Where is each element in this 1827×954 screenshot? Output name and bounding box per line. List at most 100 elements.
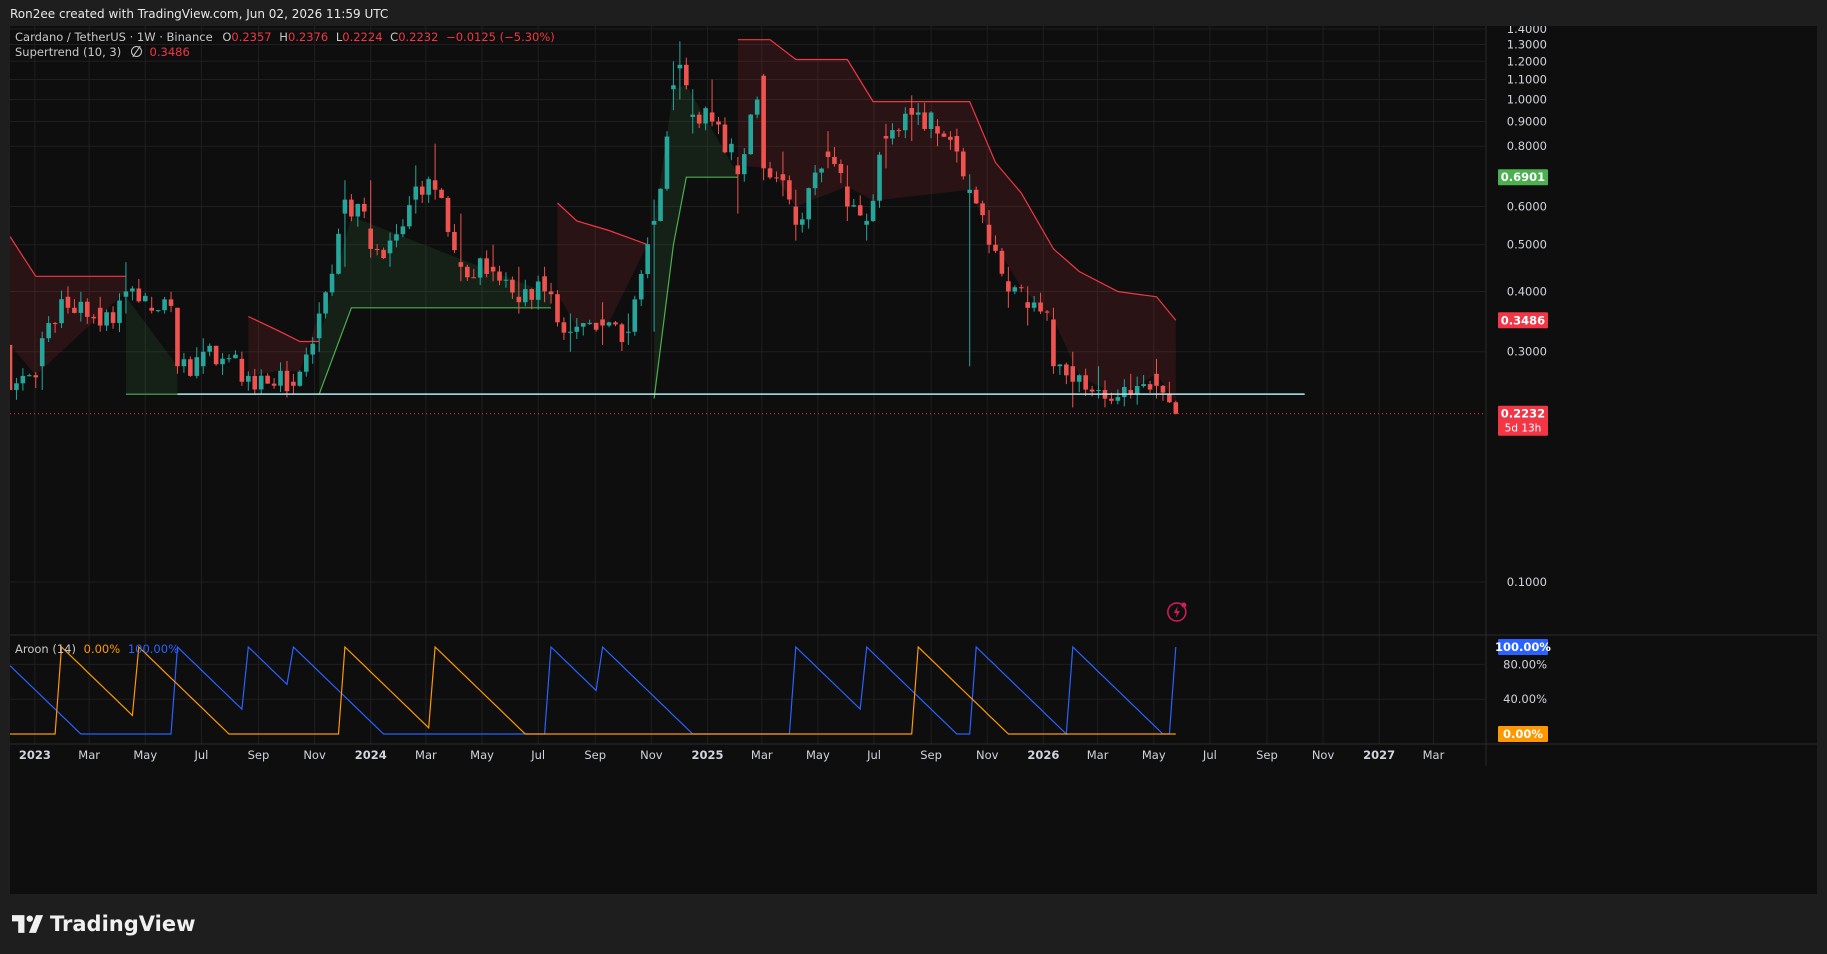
candle-up (1076, 375, 1082, 382)
aroon-up-line (10, 645, 1176, 735)
candle-up (632, 299, 638, 332)
candle-down (168, 299, 174, 306)
candle-up (303, 354, 309, 372)
candle-down (709, 112, 715, 122)
candle-up (207, 345, 212, 352)
time-axis: 2023 Mar May Jul Sep Nov 2024 Mar May Jul Sep Nov 20… (19, 748, 1445, 762)
candle-up (1122, 386, 1127, 398)
time-tick-label: Sep (920, 748, 942, 762)
candle-down (471, 277, 477, 279)
aroon-tick-label: 80.00% (1503, 657, 1547, 671)
supertrend-label[interactable]: Supertrend (10, 3) (15, 45, 122, 59)
candle-down (909, 108, 915, 115)
candle-down (452, 231, 457, 251)
candle-up (27, 375, 32, 377)
caption-text: Ron2ee created with TradingView.com, Jun… (10, 7, 389, 21)
brand-logo[interactable]: TradingView (12, 912, 195, 936)
candle-up (200, 351, 206, 367)
candle-down (516, 296, 522, 303)
symbol-name[interactable]: Cardano / TetherUS · 1W · Binance (15, 30, 213, 44)
supertrend-down-fill (557, 203, 648, 327)
candle-up (812, 172, 818, 189)
candle-up (503, 279, 509, 281)
candle-down (432, 180, 438, 190)
candle-up (413, 186, 419, 200)
candle-up (46, 323, 51, 339)
candle-down (33, 375, 39, 378)
price-tick-label: 0.9000 (1507, 115, 1547, 129)
candle-down (1173, 402, 1179, 414)
candle-down (1006, 281, 1011, 292)
time-tick-label: Sep (248, 748, 270, 762)
time-tick-label: Jul (1202, 748, 1217, 762)
candle-down (832, 156, 837, 164)
open-value: 0.2357 (231, 30, 272, 44)
candle-down (445, 197, 451, 232)
candle-down (1147, 384, 1153, 390)
candle-down (896, 130, 902, 132)
brand-name: TradingView (50, 912, 196, 936)
supertrend-green-badge-text: 0.6901 (1501, 170, 1545, 184)
supertrend-up-fill (654, 85, 738, 399)
candle-up (819, 168, 824, 173)
eye-off-icon[interactable] (130, 45, 142, 58)
candle-down (1160, 385, 1166, 393)
candle-down (368, 228, 373, 249)
supertrend-down-line (10, 236, 126, 277)
low-label: L (335, 30, 343, 44)
candle-down (1083, 375, 1088, 390)
candle-down (780, 174, 786, 181)
aroon-down-value: 100.00% (127, 642, 179, 656)
candle-up (220, 358, 225, 365)
candle-down (497, 271, 502, 281)
candle-down (619, 324, 625, 342)
time-tick-label: Nov (1312, 748, 1335, 762)
candle-down (381, 249, 386, 259)
candle-down (993, 244, 998, 251)
price-tick-label: 0.6000 (1507, 200, 1547, 214)
candle-up (194, 357, 200, 376)
candle-up (638, 273, 644, 300)
candle-up (568, 331, 573, 333)
time-tick-label: Mar (751, 748, 773, 762)
alert-clock-icon (1167, 602, 1187, 622)
candle-up (162, 299, 167, 311)
candle-down (72, 307, 77, 313)
supertrend-up-fill (319, 216, 552, 395)
time-tick-label: Nov (640, 748, 663, 762)
aroon-up-badge-bg (1498, 726, 1548, 742)
price-tick-label: 1.0000 (1507, 92, 1547, 106)
candle-down (542, 276, 547, 292)
time-tick-label: Jul (530, 748, 545, 762)
chart-canvas[interactable]: 1.4000 1.3000 1.2000 1.1000 1.0000 0.9000 0.80… (10, 26, 1817, 894)
price-tick-label: 0.5000 (1507, 238, 1547, 252)
candle-up (806, 188, 811, 220)
grid-lines (10, 26, 1485, 744)
aroon-label[interactable]: Aroon (14) (15, 642, 76, 656)
price-tick-label: 0.8000 (1507, 139, 1547, 153)
candle-down (10, 344, 13, 390)
candle-down (774, 177, 779, 179)
supertrend-legend[interactable]: Supertrend (10, 3) 0.3486 (15, 45, 190, 59)
chart-area[interactable]: 1.4000 1.3000 1.2000 1.1000 1.0000 0.9000 0.80… (10, 26, 1817, 894)
candle-down (291, 381, 296, 386)
candle-down (175, 307, 180, 367)
candle-up (729, 143, 734, 153)
candle-down (948, 136, 953, 140)
price-tick-label: 1.2000 (1507, 54, 1547, 68)
candle-down (954, 136, 960, 152)
aroon-legend[interactable]: Aroon (14) 0.00% 100.00% (15, 642, 179, 656)
time-tick-label: Sep (1256, 748, 1278, 762)
last-price-badge-bg (1498, 405, 1548, 436)
supertrend-down-fill (737, 39, 1176, 403)
time-tick-label: 2026 (1027, 748, 1059, 762)
candle-up (117, 300, 122, 323)
candle-up (690, 114, 696, 117)
candle-down (65, 296, 71, 308)
price-tick-label: 1.3000 (1507, 38, 1547, 52)
candle-up (78, 301, 84, 313)
time-tick-label: May (806, 748, 830, 762)
candle-down (593, 322, 599, 330)
candle-up (387, 240, 393, 254)
